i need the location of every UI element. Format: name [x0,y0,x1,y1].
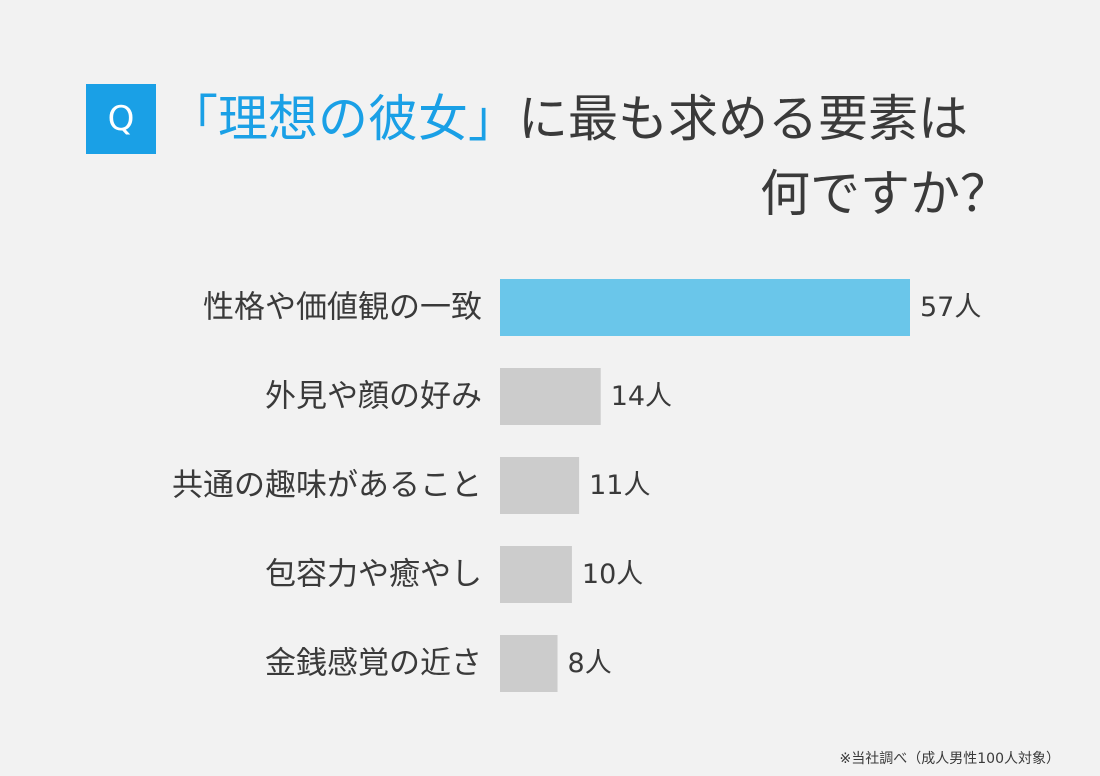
chart-title-line1: 「理想の彼女」に最も求める要素は [168,82,968,156]
category-label: 共通の趣味があること [172,468,482,504]
value-label: 14人 [611,381,672,412]
value-label: 57人 [920,292,981,323]
chart-title-line2: 何ですか？ [760,165,1010,223]
question-badge: Q [86,84,156,154]
category-label: 金銭感覚の近さ [265,646,482,682]
value-label: 11人 [589,470,650,501]
bar [500,368,601,425]
value-label: 10人 [582,559,643,590]
title-rest: に最も求める要素は [518,90,968,148]
bar [500,279,910,336]
bar [500,546,572,603]
category-label: 包容力や癒やし [265,557,482,593]
category-label: 性格や価値観の一致 [203,290,482,326]
category-label: 外見や顔の好み [265,379,482,415]
bar [500,635,558,692]
value-label: 8人 [568,648,612,679]
title-highlight: 「理想の彼女」 [168,90,518,148]
bar [500,457,580,514]
footnote: ※当社調べ（成人男性100人対象） [839,751,1060,767]
